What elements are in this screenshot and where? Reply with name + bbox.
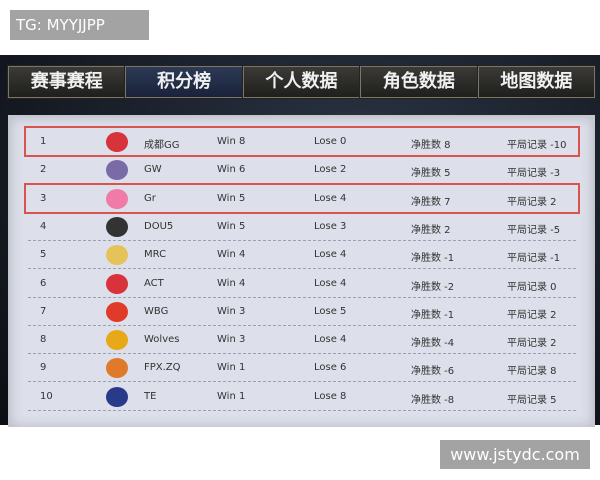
watermark: www.jstydc.com: [440, 440, 590, 469]
cell-draw: 平局记录 -3: [507, 168, 561, 180]
cell-team: 成都GG: [144, 140, 180, 151]
cell-draw: 平局记录 -10: [507, 140, 567, 151]
cell-rank: 7: [40, 305, 47, 317]
team-logo-icon: [106, 160, 128, 181]
cell-win: Win 5: [217, 220, 246, 232]
cell-lose: Lose 5: [314, 305, 347, 317]
cell-team: TE: [144, 390, 157, 402]
overlay-label: TG: MYYJJPP: [10, 10, 149, 40]
game-screen: 赛事赛程 积分榜 个人数据 角色数据 地图数据 1 成都GG Win 8 Lose 0 净胜数 …: [0, 55, 600, 427]
cell-rank: 5: [40, 249, 47, 261]
cell-rank: 10: [40, 390, 53, 402]
cell-net: 净胜数 -4: [411, 338, 455, 350]
cell-rank: 2: [40, 164, 47, 176]
cell-team: FPX.ZQ: [144, 362, 181, 374]
standings-table: 1 成都GG Win 8 Lose 0 净胜数 8 平局记录 -10 2 GW Win 6 Los…: [8, 115, 595, 427]
cell-draw: 平局记录 2: [507, 196, 557, 208]
cell-team: Gr: [144, 192, 156, 204]
cell-rank: 1: [40, 136, 47, 147]
cell-lose: Lose 4: [314, 334, 347, 346]
cell-draw: 平局记录 0: [507, 281, 557, 293]
cell-win: Win 3: [217, 305, 246, 317]
cell-net: 净胜数 -1: [411, 253, 455, 265]
cell-win: Win 5: [217, 192, 246, 204]
cell-draw: 平局记录 -1: [507, 253, 561, 265]
cell-team: ACT: [144, 277, 164, 289]
table-row: 2 GW Win 6 Lose 2 净胜数 5 平局记录 -3: [28, 156, 576, 185]
cell-rank: 4: [40, 220, 47, 232]
team-logo-icon: [106, 216, 128, 237]
cell-net: 净胜数 -1: [411, 309, 455, 321]
table-row: 10 TE Win 1 Lose 8 净胜数 -8 平局记录 5: [28, 383, 576, 411]
cell-draw: 平局记录 2: [507, 309, 557, 321]
cell-win: Win 3: [217, 334, 246, 346]
cell-win: Win 4: [217, 249, 246, 261]
team-logo-icon: [106, 301, 128, 322]
tab-bar: 赛事赛程 积分榜 个人数据 角色数据 地图数据: [6, 65, 597, 99]
cell-net: 净胜数 5: [411, 168, 451, 180]
cell-win: Win 6: [217, 164, 246, 176]
cell-net: 净胜数 -8: [411, 394, 455, 406]
team-logo-icon: [106, 245, 128, 266]
cell-rank: 3: [40, 192, 47, 204]
table-row: 4 DOU5 Win 5 Lose 3 净胜数 2 平局记录 -5: [28, 213, 576, 241]
cell-net: 净胜数 7: [411, 196, 451, 208]
cell-team: GW: [144, 164, 162, 176]
cell-draw: 平局记录 -5: [507, 224, 561, 236]
table-row: 7 WBG Win 3 Lose 5 净胜数 -1 平局记录 2: [28, 298, 576, 326]
cell-draw: 平局记录 2: [507, 338, 557, 350]
cell-lose: Lose 0: [314, 136, 347, 147]
cell-lose: Lose 4: [314, 249, 347, 261]
team-logo-icon: [106, 273, 128, 294]
tab-4[interactable]: 地图数据: [476, 65, 597, 99]
cell-win: Win 8: [217, 136, 246, 147]
tab-2[interactable]: 个人数据: [241, 65, 362, 99]
cell-lose: Lose 6: [314, 362, 347, 374]
highlight-box: [24, 182, 580, 214]
cell-rank: 8: [40, 334, 47, 346]
team-logo-icon: [106, 358, 128, 379]
table-row: 9 FPX.ZQ Win 1 Lose 6 净胜数 -6 平局记录 8: [28, 354, 576, 383]
table-row: 6 ACT Win 4 Lose 4 净胜数 -2 平局记录 0: [28, 270, 576, 298]
cell-win: Win 1: [217, 362, 246, 374]
tab-3[interactable]: 角色数据: [359, 65, 479, 99]
cell-net: 净胜数 8: [411, 140, 451, 151]
cell-lose: Lose 8: [314, 390, 347, 402]
cell-win: Win 4: [217, 277, 246, 289]
team-logo-icon: [106, 132, 128, 152]
highlight-box: [24, 126, 580, 157]
cell-rank: 6: [40, 277, 47, 289]
tab-0[interactable]: 赛事赛程: [6, 65, 127, 99]
cell-lose: Lose 4: [314, 192, 347, 204]
cell-team: WBG: [144, 305, 169, 317]
table-row: 5 MRC Win 4 Lose 4 净胜数 -1 平局记录 -1: [28, 241, 576, 270]
team-logo-icon: [106, 330, 128, 351]
cell-draw: 平局记录 5: [507, 394, 557, 406]
cell-net: 净胜数 -6: [411, 366, 455, 378]
cell-rank: 9: [40, 362, 47, 374]
cell-team: MRC: [144, 249, 167, 261]
table-row: 8 Wolves Win 3 Lose 4 净胜数 -4 平局记录 2: [28, 326, 576, 355]
team-logo-icon: [106, 386, 128, 407]
cell-lose: Lose 2: [314, 164, 347, 176]
cell-team: Wolves: [144, 334, 180, 346]
cell-win: Win 1: [217, 390, 246, 402]
cell-net: 净胜数 -2: [411, 281, 455, 293]
cell-lose: Lose 4: [314, 277, 347, 289]
tab-1[interactable]: 积分榜: [124, 65, 244, 99]
cell-team: DOU5: [144, 220, 174, 232]
cell-lose: Lose 3: [314, 220, 347, 232]
team-logo-icon: [106, 188, 128, 209]
cell-draw: 平局记录 8: [507, 366, 557, 378]
cell-net: 净胜数 2: [411, 224, 451, 236]
